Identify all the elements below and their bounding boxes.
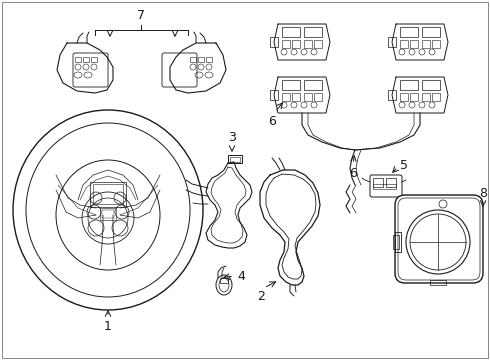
Bar — [422, 40, 430, 48]
Bar — [410, 40, 418, 48]
Bar — [314, 93, 322, 101]
Bar — [304, 80, 322, 90]
Bar — [422, 27, 440, 37]
Bar — [75, 57, 81, 62]
Bar — [388, 37, 396, 47]
Bar — [270, 90, 278, 100]
Bar — [400, 80, 418, 90]
Bar — [400, 40, 408, 48]
Bar — [386, 178, 396, 187]
Bar — [432, 93, 440, 101]
Bar — [410, 93, 418, 101]
Bar — [100, 208, 116, 220]
Text: 8: 8 — [479, 187, 487, 200]
Text: 5: 5 — [400, 158, 408, 171]
Bar — [282, 27, 300, 37]
Bar — [93, 184, 123, 204]
Bar — [292, 93, 300, 101]
Bar — [282, 80, 300, 90]
Bar — [220, 278, 228, 283]
Bar — [91, 57, 97, 62]
Bar — [90, 182, 126, 207]
Bar — [270, 37, 278, 47]
Text: 7: 7 — [137, 9, 145, 22]
Bar — [304, 93, 312, 101]
Bar — [422, 80, 440, 90]
Bar — [282, 40, 290, 48]
Text: 3: 3 — [228, 131, 236, 144]
Bar — [400, 27, 418, 37]
Text: 6: 6 — [268, 115, 276, 128]
Bar — [422, 93, 430, 101]
Bar — [282, 93, 290, 101]
Text: 1: 1 — [104, 320, 112, 333]
Bar — [430, 280, 446, 285]
Bar — [400, 93, 408, 101]
FancyBboxPatch shape — [395, 195, 483, 283]
Bar — [304, 40, 312, 48]
Bar — [314, 40, 322, 48]
Bar — [292, 40, 300, 48]
Bar — [373, 178, 383, 187]
Bar — [395, 232, 401, 252]
Text: 6: 6 — [349, 167, 357, 180]
Bar — [206, 57, 212, 62]
Bar — [432, 40, 440, 48]
Bar — [190, 57, 196, 62]
Bar — [102, 210, 114, 218]
Bar — [304, 27, 322, 37]
Bar — [388, 90, 396, 100]
Bar — [228, 155, 242, 163]
Bar — [393, 235, 399, 249]
Bar — [83, 57, 89, 62]
Text: 4: 4 — [237, 270, 245, 283]
Ellipse shape — [406, 210, 470, 274]
Bar — [230, 157, 240, 162]
Text: 2: 2 — [257, 290, 265, 303]
Bar — [373, 184, 396, 189]
Bar — [198, 57, 204, 62]
